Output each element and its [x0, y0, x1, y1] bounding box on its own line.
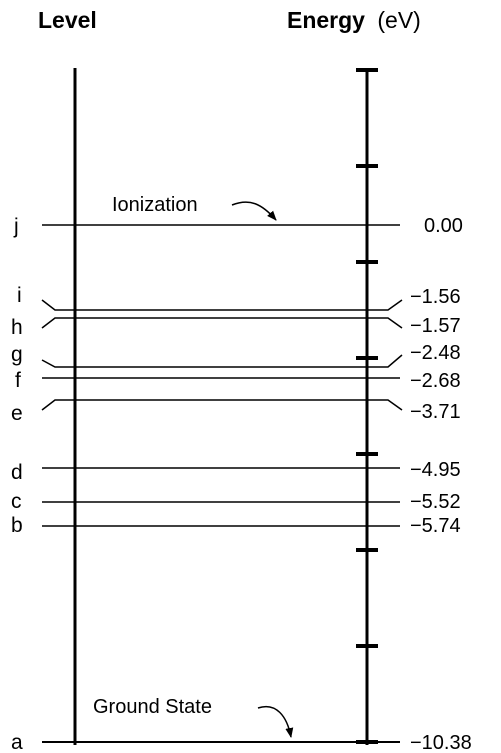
energy-header: Energy (eV)	[287, 7, 421, 33]
level-letter-i: i	[17, 284, 22, 307]
energy-axis	[356, 68, 378, 745]
level-line-i	[41, 299, 403, 311]
energy-header-title: Energy	[287, 7, 365, 33]
energy-value-g: −2.48	[410, 342, 461, 364]
energy-value-h: −1.57	[410, 315, 461, 337]
energy-value-d: −4.95	[410, 459, 461, 481]
level-line-e	[41, 399, 403, 411]
level-line-h	[41, 317, 403, 329]
ground-state-arrow	[257, 705, 294, 738]
energy-value-f: −2.68	[410, 370, 461, 392]
level-letter-g: g	[11, 343, 23, 366]
energy-value-e: −3.71	[410, 401, 461, 423]
energy-value-a: −10.38	[410, 732, 472, 753]
level-letters: j i h g f e d c b a	[11, 215, 23, 753]
level-header: Level	[38, 7, 97, 33]
ionization-arrow	[231, 201, 277, 221]
energy-value-c: −5.52	[410, 491, 461, 513]
level-line-g	[41, 354, 403, 368]
level-letter-j: j	[13, 215, 19, 238]
level-letter-f: f	[15, 369, 21, 392]
energy-header-unit: (eV)	[377, 7, 420, 33]
level-letter-h: h	[11, 316, 23, 339]
ionization-label: Ionization	[112, 194, 198, 216]
energy-value-j: 0.00	[424, 215, 463, 237]
level-letter-a: a	[11, 731, 23, 753]
level-letter-b: b	[11, 514, 23, 537]
energy-values: 0.00 −1.56 −1.57 −2.48 −2.68 −3.71 −4.95…	[410, 215, 472, 753]
ground-state-label: Ground State	[93, 696, 212, 718]
level-letter-c: c	[11, 490, 22, 513]
level-letter-e: e	[11, 402, 23, 425]
energy-value-b: −5.74	[410, 515, 461, 537]
level-letter-d: d	[11, 461, 23, 484]
energy-value-i: −1.56	[410, 286, 461, 308]
level-lines	[41, 224, 403, 743]
